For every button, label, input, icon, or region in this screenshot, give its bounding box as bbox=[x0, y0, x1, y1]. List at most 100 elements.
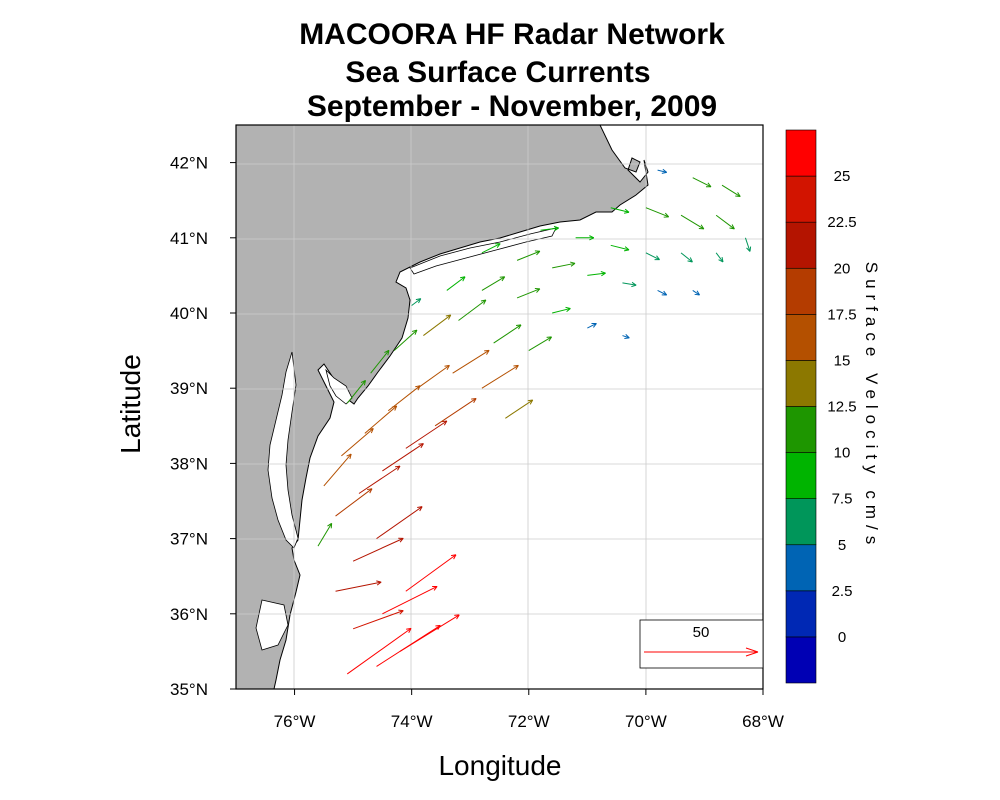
colorbar-segment bbox=[785, 314, 817, 361]
colorbar-label: 20 bbox=[834, 260, 851, 277]
current-vector bbox=[657, 289, 668, 296]
chart-title-line-2: Sea Surface Currents bbox=[345, 56, 650, 89]
x-tick-label: 68°W bbox=[742, 712, 784, 731]
current-vector bbox=[692, 290, 701, 296]
colorbar-label: 5 bbox=[838, 537, 846, 554]
current-vector bbox=[610, 244, 630, 252]
reference-vector-box: 50 bbox=[639, 619, 764, 669]
y-tick-label: 35°N bbox=[170, 680, 208, 699]
current-vector bbox=[715, 252, 724, 263]
current-vector bbox=[610, 207, 630, 214]
current-vector bbox=[622, 281, 637, 288]
x-tick-label: 70°W bbox=[625, 712, 667, 731]
current-vector bbox=[552, 306, 571, 314]
current-vector bbox=[680, 252, 693, 263]
pamlico-sound bbox=[255, 599, 289, 651]
colorbar-label: 7.5 bbox=[832, 491, 853, 508]
colorbar-segment bbox=[785, 129, 817, 177]
colorbar-segment bbox=[785, 544, 817, 592]
colorbar-segment bbox=[785, 267, 817, 315]
long-island-sound bbox=[409, 227, 557, 275]
colorbar-label: 25 bbox=[834, 168, 851, 185]
current-vector bbox=[382, 443, 424, 472]
colorbar-label: 10 bbox=[834, 445, 851, 462]
current-vector bbox=[323, 453, 352, 487]
current-vector bbox=[399, 614, 460, 652]
current-vector bbox=[405, 554, 457, 592]
x-tick-label: 76°W bbox=[274, 712, 316, 731]
current-vector bbox=[411, 298, 422, 306]
colorbar-label: 2.5 bbox=[832, 583, 853, 600]
colorbar-segment bbox=[785, 498, 817, 546]
current-vector bbox=[481, 243, 501, 254]
x-tick-label: 74°W bbox=[391, 712, 433, 731]
colorbar-label: 12.5 bbox=[827, 399, 856, 416]
current-vector bbox=[405, 420, 448, 449]
current-vector bbox=[721, 184, 741, 198]
current-vector bbox=[715, 214, 735, 230]
y-tick-label: 40°N bbox=[170, 304, 208, 323]
current-vector bbox=[481, 276, 506, 291]
current-vector bbox=[352, 537, 404, 562]
current-vector bbox=[452, 349, 490, 374]
colorbar-label: 22.5 bbox=[827, 214, 856, 231]
current-vector bbox=[587, 322, 597, 329]
x-axis-ticks: 76°W 74°W 72°W 70°W 68°W bbox=[274, 689, 784, 731]
y-tick-label: 37°N bbox=[170, 530, 208, 549]
vector-field bbox=[317, 168, 752, 675]
current-vector bbox=[516, 250, 541, 261]
current-vector bbox=[335, 488, 373, 517]
current-vector bbox=[516, 287, 541, 299]
colorbar-segment bbox=[785, 406, 817, 453]
current-vector bbox=[346, 627, 412, 675]
current-vector bbox=[692, 177, 712, 188]
y-tick-label: 42°N bbox=[170, 154, 208, 173]
colorbar-label: 0 bbox=[838, 629, 846, 646]
current-vector bbox=[552, 261, 576, 269]
current-vector bbox=[744, 237, 752, 252]
current-vector bbox=[645, 207, 670, 218]
current-vector bbox=[393, 329, 418, 351]
current-vector bbox=[446, 276, 466, 291]
y-axis-ticks: 35°N 36°N 37°N 38°N 39°N 40°N 41°N 42°N bbox=[170, 154, 236, 699]
y-tick-label: 38°N bbox=[170, 454, 208, 473]
current-vector bbox=[358, 465, 401, 494]
current-vector bbox=[423, 314, 452, 336]
colorbar-segment bbox=[785, 636, 817, 684]
colorbar-segment bbox=[785, 360, 817, 407]
current-vector bbox=[346, 379, 366, 404]
current-vector bbox=[370, 349, 390, 374]
y-tick-label: 41°N bbox=[170, 229, 208, 248]
current-vector bbox=[657, 168, 668, 174]
current-vector bbox=[434, 397, 477, 427]
colorbar-segment bbox=[785, 452, 817, 499]
gridlines bbox=[236, 125, 763, 689]
colorbar-segment bbox=[785, 175, 817, 223]
current-vector bbox=[335, 580, 382, 592]
current-vector bbox=[493, 324, 522, 344]
current-vector bbox=[376, 506, 423, 540]
colorbar-label: 17.5 bbox=[827, 306, 856, 323]
colorbar-title: Surface Velocity cm/s bbox=[862, 262, 881, 551]
reference-vector-arrowhead bbox=[745, 647, 759, 657]
y-tick-label: 36°N bbox=[170, 605, 208, 624]
current-vector bbox=[505, 399, 534, 419]
current-vector bbox=[680, 214, 705, 230]
x-tick-label: 72°W bbox=[508, 712, 550, 731]
current-vector bbox=[587, 271, 606, 277]
current-vector bbox=[528, 336, 552, 352]
y-axis-title: Latitude bbox=[115, 354, 146, 454]
chart-title-line-1: MACOORA HF Radar Network bbox=[299, 18, 725, 51]
current-vector bbox=[458, 299, 487, 321]
current-vector bbox=[645, 252, 660, 261]
reference-vector-label: 50 bbox=[693, 624, 710, 641]
x-axis-title: Longitude bbox=[438, 750, 561, 781]
chart-title-line-3: September - November, 2009 bbox=[307, 90, 717, 123]
current-vector bbox=[575, 235, 595, 241]
current-vector bbox=[317, 522, 333, 547]
plot-area: 50 bbox=[235, 124, 764, 690]
colorbar-segment bbox=[785, 221, 817, 269]
current-vector bbox=[481, 364, 519, 389]
current-vector bbox=[352, 609, 404, 630]
